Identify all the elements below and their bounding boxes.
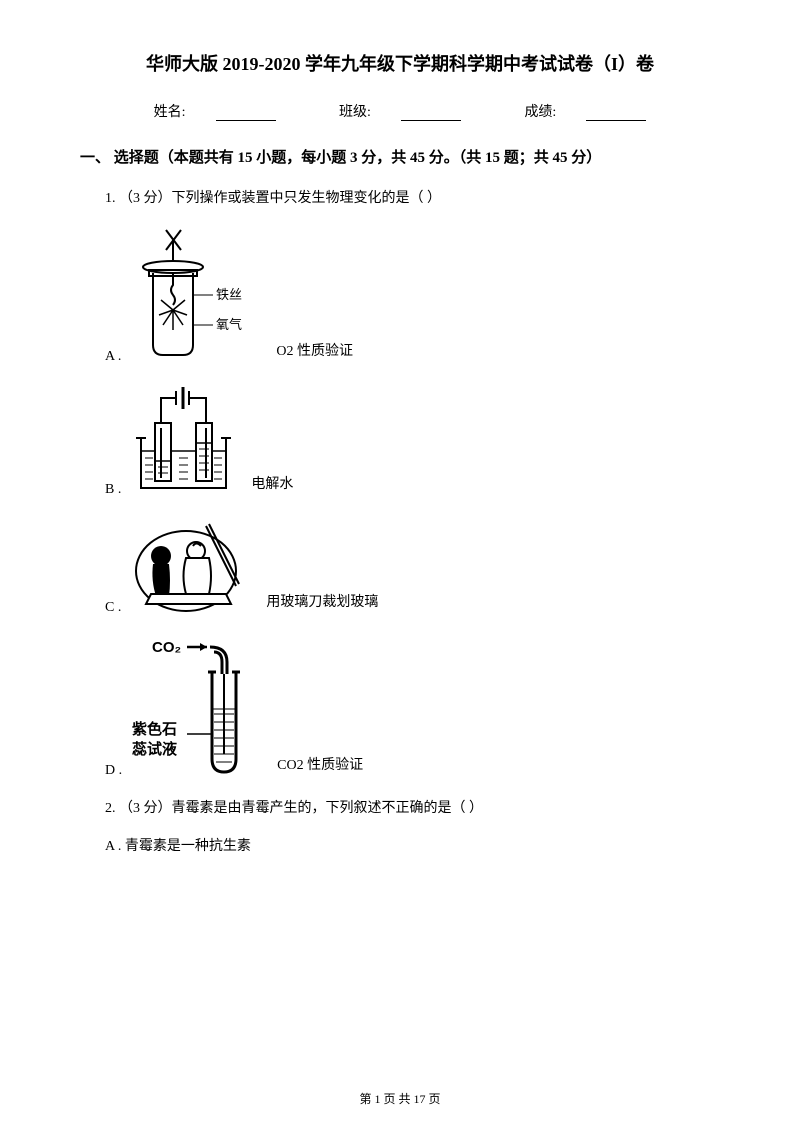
name-label: 姓名:	[139, 105, 291, 120]
iron-wire-label: 铁丝	[216, 287, 242, 302]
option-d-text: CO2 性质验证	[277, 754, 363, 779]
option-a-label: A .	[105, 349, 121, 365]
q2-option-a-text: 青霉素是一种抗生素	[125, 839, 251, 854]
option-d-label: D .	[105, 763, 122, 779]
question-1-text: 1. （3 分）下列操作或装置中只发生物理变化的是（ ）	[105, 187, 720, 207]
option-b-image	[131, 383, 241, 498]
option-c-image	[131, 516, 256, 616]
option-a-text: O2 性质验证	[276, 340, 353, 365]
option-b-text: 电解水	[251, 473, 293, 498]
option-d-image: CO₂ 紫色石	[132, 634, 267, 779]
question-2-text: 2. （3 分）青霉素是由青霉产生的，下列叙述不正确的是（ ）	[105, 797, 720, 817]
option-c-label: C .	[105, 600, 121, 616]
page-footer: 第 1 页 共 17 页	[0, 1090, 800, 1107]
option-d: D . CO₂	[105, 634, 720, 779]
option-c-text: 用玻璃刀裁划玻璃	[266, 591, 378, 616]
purple-label-1: 紫色石	[132, 720, 177, 738]
option-b: B .	[105, 383, 720, 498]
student-info-row: 姓名: 班级: 成绩:	[80, 101, 720, 121]
option-b-label: B .	[105, 482, 121, 498]
exam-title: 华师大版 2019-2020 学年九年级下学期科学期中考试试卷（I）卷	[80, 50, 720, 76]
purple-label-2: 蕊试液	[132, 740, 178, 758]
score-label: 成绩:	[509, 105, 661, 120]
class-label: 班级:	[324, 105, 476, 120]
q2-option-a-label: A .	[105, 839, 121, 854]
option-a: A . 铁丝 氧气	[105, 225, 720, 365]
option-a-image: 铁丝 氧气	[131, 225, 266, 365]
oxygen-label: 氧气	[216, 317, 242, 332]
option-c: C . 用玻璃刀裁划玻璃	[105, 516, 720, 616]
question-2-option-a: A . 青霉素是一种抗生素	[105, 835, 720, 855]
co2-label: CO₂	[152, 639, 181, 656]
section-header: 一、 选择题（本题共有 15 小题，每小题 3 分，共 45 分。（共 15 题…	[80, 146, 720, 167]
